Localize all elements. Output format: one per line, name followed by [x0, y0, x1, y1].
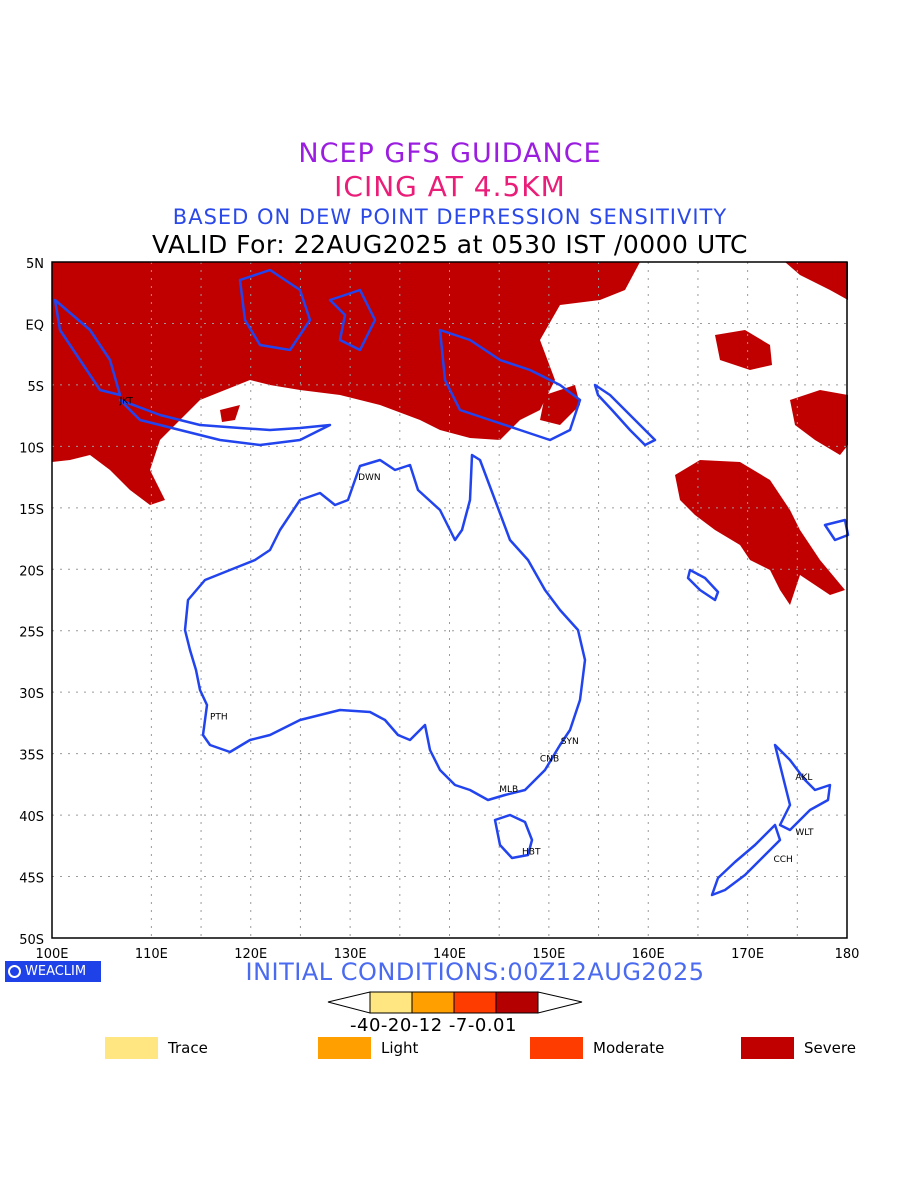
lat-tick-label: 25S	[19, 626, 44, 641]
weaclim-logo: WEACLIM	[5, 961, 101, 982]
lat-tick-label: 40S	[19, 810, 44, 825]
lat-tick-label: 15S	[19, 503, 44, 518]
map-frame	[51, 261, 848, 939]
lon-tick-label: 180	[835, 947, 860, 962]
legend-severe-label: Severe	[804, 1039, 856, 1057]
city-label: DWN	[358, 473, 381, 483]
legend-moderate-swatch	[530, 1037, 583, 1059]
lon-tick-label: 100E	[35, 947, 68, 962]
colorbar-low-arrow	[327, 991, 371, 1014]
new-zealand-south-coast	[710, 823, 782, 897]
new-caledonia-coast	[686, 568, 720, 602]
new-guinea-coast	[438, 328, 582, 442]
icing-area-new-caledonia	[675, 460, 845, 605]
lon-tick-label: 110E	[135, 947, 168, 962]
lon-tick-label: 170E	[731, 947, 764, 962]
lon-tick-label: 140E	[433, 947, 466, 962]
latitude-labels: 5N EQ 5S 10S 15S 20S 25S 30S 35S 40S 45S 50S	[19, 257, 44, 948]
lat-tick-label: 30S	[19, 687, 44, 702]
chart-title: NCEP GFS GUIDANCE	[298, 138, 602, 169]
logo-text: WEACLIM	[25, 964, 87, 979]
legend-light-swatch	[318, 1037, 371, 1059]
lat-tick-label: 45S	[19, 872, 44, 887]
icing-area-indonesia-north	[52, 262, 640, 505]
method-subtitle: BASED ON DEW POINT DEPRESSION SENSITIVIT…	[172, 205, 728, 229]
lat-tick-label: 50S	[19, 933, 44, 948]
city-label: SYN	[561, 737, 579, 747]
lat-tick-label: 5S	[27, 380, 44, 395]
colorbar-labels: -40-20-12 -7-0.01	[350, 1015, 517, 1036]
colorbar-bin-severe	[495, 991, 539, 1014]
legend-light-label: Light	[381, 1039, 419, 1057]
graticule	[52, 262, 847, 938]
city-label: MLB	[499, 785, 518, 795]
colorbar	[327, 991, 583, 1014]
lat-tick-label: 10S	[19, 441, 44, 456]
city-label: CCH	[773, 855, 792, 865]
city-label: HBT	[522, 848, 541, 858]
legend-moderate-label: Moderate	[593, 1039, 665, 1057]
lat-tick-label: EQ	[26, 318, 44, 333]
australia-coast	[183, 453, 587, 802]
icing-area-pacific-patch	[715, 330, 772, 370]
initial-conditions: INITIAL CONDITIONS:00Z12AUG2025	[245, 958, 705, 986]
city-label: WLT	[795, 828, 814, 838]
legend-trace-swatch	[105, 1037, 158, 1059]
logo-ring-icon	[8, 965, 21, 978]
java-coast	[118, 398, 332, 447]
severe-icing-areas	[52, 262, 848, 605]
borneo-coast	[238, 268, 312, 352]
tasmania-coast	[493, 813, 534, 860]
lon-tick-label: 130E	[334, 947, 367, 962]
icing-area-coral-sea	[540, 385, 580, 425]
legend-moderate: Moderate	[530, 1037, 664, 1059]
legend-severe-swatch	[741, 1037, 794, 1059]
lat-tick-label: 5N	[26, 257, 44, 272]
lat-tick-label: 20S	[19, 564, 44, 579]
colorbar-bin-moderate	[453, 991, 497, 1014]
legend-trace: Trace	[105, 1037, 208, 1059]
valid-time: VALID For: 22AUG2025 at 0530 IST /0000 U…	[152, 230, 748, 259]
legend-light: Light	[318, 1037, 418, 1059]
colorbar-bin-light	[411, 991, 455, 1014]
new-zealand-north-coast	[773, 743, 832, 832]
longitude-labels: 100E 110E 120E 130E 140E 150E 160E 170E 180	[35, 947, 859, 962]
lon-tick-label: 160E	[632, 947, 665, 962]
colorbar-high-arrow	[537, 991, 583, 1014]
icing-area-java	[220, 405, 240, 422]
city-label: AKL	[795, 773, 812, 783]
legend-trace-label: Trace	[168, 1039, 208, 1057]
sumatra-coast	[53, 298, 122, 397]
city-label: CNB	[540, 754, 559, 764]
lon-tick-label: 120E	[234, 947, 267, 962]
icing-area-fiji	[790, 390, 848, 455]
lon-tick-label: 150E	[532, 947, 565, 962]
city-label: PTH	[210, 713, 228, 723]
sulawesi-coast	[328, 288, 377, 352]
icing-area-tasman-sea-north	[785, 262, 848, 300]
colorbar-bin-trace	[369, 991, 413, 1014]
city-label: JKT	[119, 397, 134, 407]
solomon-islands-coast	[593, 383, 657, 447]
fiji-coast	[823, 518, 850, 542]
coastlines	[53, 268, 850, 897]
lat-tick-label: 35S	[19, 749, 44, 764]
legend-severe: Severe	[741, 1037, 856, 1059]
chart-subtitle: ICING AT 4.5KM	[334, 170, 566, 203]
